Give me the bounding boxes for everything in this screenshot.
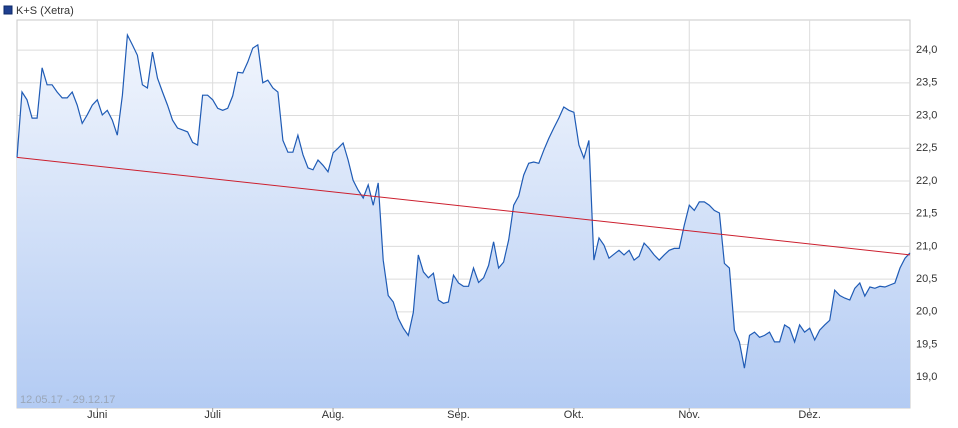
date-range: 12.05.17 - 29.12.17 — [20, 394, 115, 406]
y-tick-label: 21,0 — [916, 240, 937, 252]
x-tick-label: Aug. — [322, 409, 345, 421]
y-tick-label: 20,5 — [916, 273, 937, 285]
marks — [16, 32, 911, 408]
y-tick-label: 23,0 — [916, 109, 937, 121]
y-tick-label: 20,0 — [916, 306, 937, 318]
y-tick-label: 23,5 — [916, 77, 937, 89]
y-tick-label: 22,0 — [916, 175, 937, 187]
y-tick-label: 22,5 — [916, 142, 937, 154]
y-tick-label: 19,5 — [916, 338, 937, 350]
x-tick-label: Nov. — [678, 409, 700, 421]
legend-swatch — [3, 5, 13, 15]
legend-label: K+S (Xetra) — [16, 5, 74, 17]
y-tick-label: 19,0 — [916, 371, 937, 383]
price-line — [16, 32, 911, 369]
area-fill — [17, 35, 910, 408]
x-tick-label: Dez. — [798, 409, 821, 421]
x-tick-label: Okt. — [564, 409, 584, 421]
x-tick-label: Sep. — [447, 409, 470, 421]
x-tick-label: Juli — [204, 409, 221, 421]
y-tick-label: 24,0 — [916, 44, 937, 56]
x-tick-label: Juni — [87, 409, 107, 421]
y-tick-label: 21,5 — [916, 208, 937, 220]
labels: 19,0 19,5 20,0 20,5 21,0 21,5 22,0 22,5 23,0 23,5… — [87, 44, 937, 421]
trend-line — [16, 156, 911, 256]
